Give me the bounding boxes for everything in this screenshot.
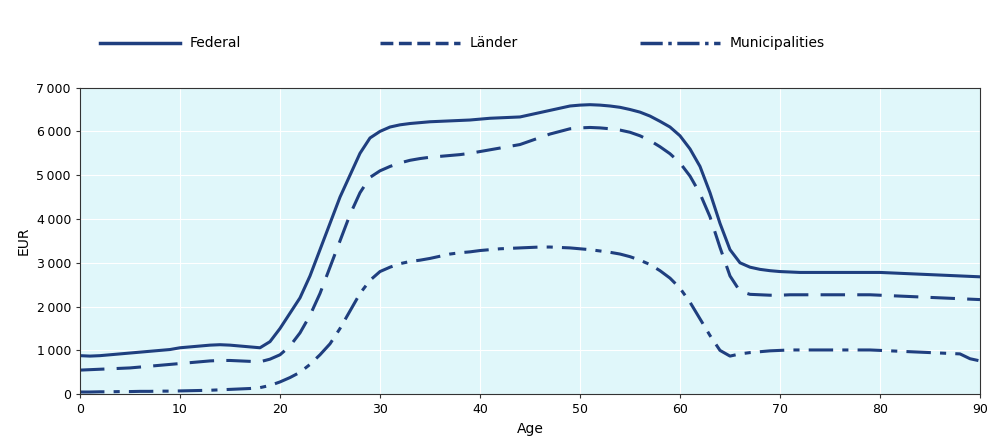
Text: Länder: Länder bbox=[470, 36, 518, 50]
X-axis label: Age: Age bbox=[517, 422, 543, 436]
Text: Municipalities: Municipalities bbox=[730, 36, 825, 50]
Text: Federal: Federal bbox=[190, 36, 241, 50]
Y-axis label: EUR: EUR bbox=[17, 226, 31, 255]
